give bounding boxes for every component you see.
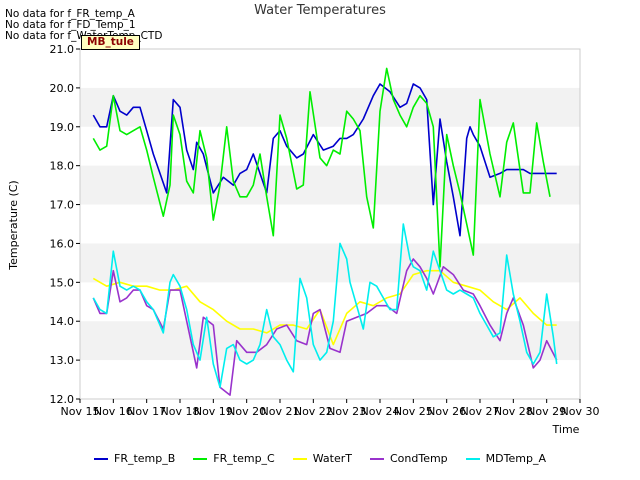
chart-title: Water Temperatures [254,3,386,18]
x-tick-label: Nov 26 [427,405,466,418]
legend-label: MDTemp_A [485,452,546,465]
x-tick-label: Nov 16 [94,405,133,418]
legend-swatch [369,457,384,460]
y-tick-label: 14.0 [50,315,75,328]
grid-band [80,87,580,127]
x-tick-label: Nov 17 [127,405,166,418]
legend-label: CondTemp [389,452,448,465]
series-line-fr-temp-c [92,67,551,268]
legend-swatch [292,457,307,460]
x-tick-label: Nov 25 [394,405,433,418]
y-tick-label: 19.0 [50,121,75,134]
y-tick-label: 17.0 [50,199,75,212]
legend-item-watert: WaterT [292,452,352,465]
legend-item-mdtemp-a: MDTemp_A [465,452,546,465]
series-line-mdtemp-a [92,223,558,389]
y-tick-label: 12.0 [50,393,75,406]
no-data-line-2: No data for f_FD_Temp_1 [5,19,136,31]
legend-swatch [193,457,208,460]
x-tick-label: Nov 20 [227,405,266,418]
no-data-line-1: No data for f_FR_temp_A [5,8,135,20]
x-tick-label: Nov 18 [161,405,200,418]
y-tick-label: 13.0 [50,354,75,367]
legend-label: FR_temp_B [114,452,176,465]
legend-item-fr-temp-b: FR_temp_B [94,452,175,465]
y-tick-label: 15.0 [50,276,75,289]
y-tick-label: 20.0 [50,82,75,95]
y-tick-label: 21.0 [50,43,75,56]
plot-frame [79,48,581,400]
legend-item-fr-temp-c: FR_temp_C [193,452,275,465]
x-tick-label: Nov 30 [561,405,600,418]
x-tick-label: Nov 28 [494,405,533,418]
x-tick-label: Nov 29 [527,405,566,418]
grid-band [80,321,580,361]
legend: FR_temp_B FR_temp_C WaterT CondTemp MDTemp_A [0,452,640,465]
legend-swatch [94,457,108,460]
x-tick-label: Nov 22 [294,405,333,418]
x-tick-label: Nov 23 [327,405,366,418]
x-tick-label: Nov 21 [261,405,300,418]
y-tick-label: 16.0 [50,237,75,250]
y-axis-label: Temperature (C) [7,180,20,270]
x-axis-label: Time [552,423,580,436]
legend-swatch [465,457,480,460]
y-tick-label: 18.0 [50,160,75,173]
grid-band [80,243,580,283]
series-line-fr-temp-b [92,83,557,237]
x-tick-label: Nov 24 [361,405,400,418]
x-tick-label: Nov 19 [194,405,233,418]
legend-label: WaterT [312,452,352,465]
x-tick-label: Nov 27 [461,405,500,418]
legend-item-condtemp: CondTemp [369,452,448,465]
x-tick-label: Nov 15 [61,405,100,418]
legend-label: FR_temp_C [213,452,275,465]
site-badge: MB_tule [81,35,140,50]
